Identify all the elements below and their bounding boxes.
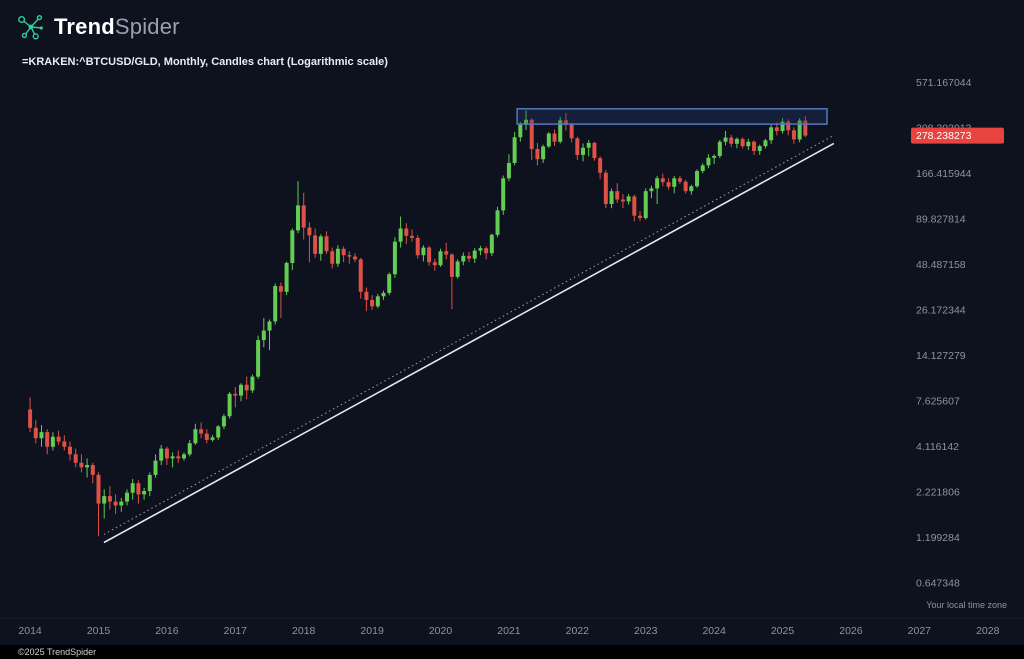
y-axis-label: 2.221806 xyxy=(916,486,960,498)
x-axis-label: 2017 xyxy=(224,625,248,637)
x-axis-label: 2020 xyxy=(429,625,453,637)
logo-text-spider: Spider xyxy=(114,14,180,39)
x-axis-label: 2023 xyxy=(634,625,658,637)
x-axis[interactable]: 2014 2015 2016 2017 2018 2019 2020 2021 2022 2023… xyxy=(18,625,999,637)
y-axis-label: 166.415944 xyxy=(916,168,972,180)
logo-text-trend: Trend xyxy=(54,14,115,39)
candlestick-series xyxy=(28,110,808,537)
last-price-label: 278.238273 xyxy=(916,130,972,142)
timezone-label[interactable]: Your local time zone xyxy=(926,600,1007,610)
copyright-label: ©2025 TrendSpider xyxy=(18,647,97,657)
y-axis[interactable]: 571.167044308.303913166.41594489.8278144… xyxy=(916,77,972,589)
logo-text: TrendSpider xyxy=(54,14,180,40)
x-axis-label: 2016 xyxy=(155,625,179,637)
x-axis-label: 2025 xyxy=(771,625,795,637)
y-axis-label: 571.167044 xyxy=(916,77,972,89)
y-axis-label: 7.625607 xyxy=(916,395,960,407)
x-axis-label: 2027 xyxy=(908,625,932,637)
trendline-solid[interactable] xyxy=(103,142,835,544)
x-axis-label: 2026 xyxy=(839,625,863,637)
last-price-badge: 278.238273 xyxy=(911,127,1004,144)
chart-title: =KRAKEN:^BTCUSD/GLD, Monthly, Candles ch… xyxy=(22,56,388,68)
resistance-box[interactable] xyxy=(516,108,828,125)
x-axis-label: 2022 xyxy=(566,625,590,637)
trendspider-logo-icon xyxy=(18,14,43,40)
y-axis-label: 26.172344 xyxy=(916,304,966,316)
y-axis-label: 0.647348 xyxy=(916,577,960,589)
y-axis-label: 14.127279 xyxy=(916,350,966,362)
y-axis-label: 1.199284 xyxy=(916,532,960,544)
footer-bar: ©2025 TrendSpider xyxy=(0,645,1024,659)
trendline-dotted[interactable] xyxy=(103,134,835,535)
x-axis-label: 2019 xyxy=(360,625,384,637)
y-axis-label: 4.116142 xyxy=(916,441,959,453)
header: TrendSpider xyxy=(0,0,1024,54)
y-axis-label: 48.487158 xyxy=(916,259,966,271)
x-axis-label: 2028 xyxy=(976,625,1000,637)
x-axis-label: 2024 xyxy=(702,625,726,637)
x-axis-label: 2014 xyxy=(18,625,42,637)
chart-canvas[interactable]: 571.167044308.303913166.41594489.8278144… xyxy=(0,0,1024,645)
trendspider-logo[interactable]: TrendSpider xyxy=(16,12,180,42)
y-axis-label: 89.827814 xyxy=(916,213,966,225)
x-axis-label: 2018 xyxy=(292,625,316,637)
x-axis-label: 2015 xyxy=(87,625,111,637)
x-axis-label: 2021 xyxy=(497,625,521,637)
